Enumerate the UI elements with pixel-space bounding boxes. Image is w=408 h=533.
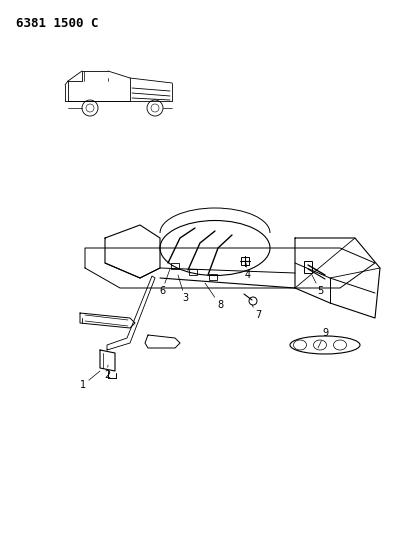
Bar <box>189 269 197 275</box>
Text: 3: 3 <box>178 275 188 303</box>
Bar <box>241 257 249 265</box>
Bar <box>304 261 312 273</box>
Text: 5: 5 <box>312 275 323 296</box>
Text: 1: 1 <box>80 371 100 390</box>
Text: 6381 1500 C: 6381 1500 C <box>16 17 98 30</box>
Text: 2: 2 <box>104 365 110 380</box>
Bar <box>171 263 179 269</box>
Text: 6: 6 <box>159 269 170 296</box>
Bar <box>209 274 217 280</box>
Text: 8: 8 <box>205 283 223 310</box>
Text: 4: 4 <box>245 263 251 280</box>
Text: 7: 7 <box>252 305 261 320</box>
Text: 9: 9 <box>318 328 328 348</box>
